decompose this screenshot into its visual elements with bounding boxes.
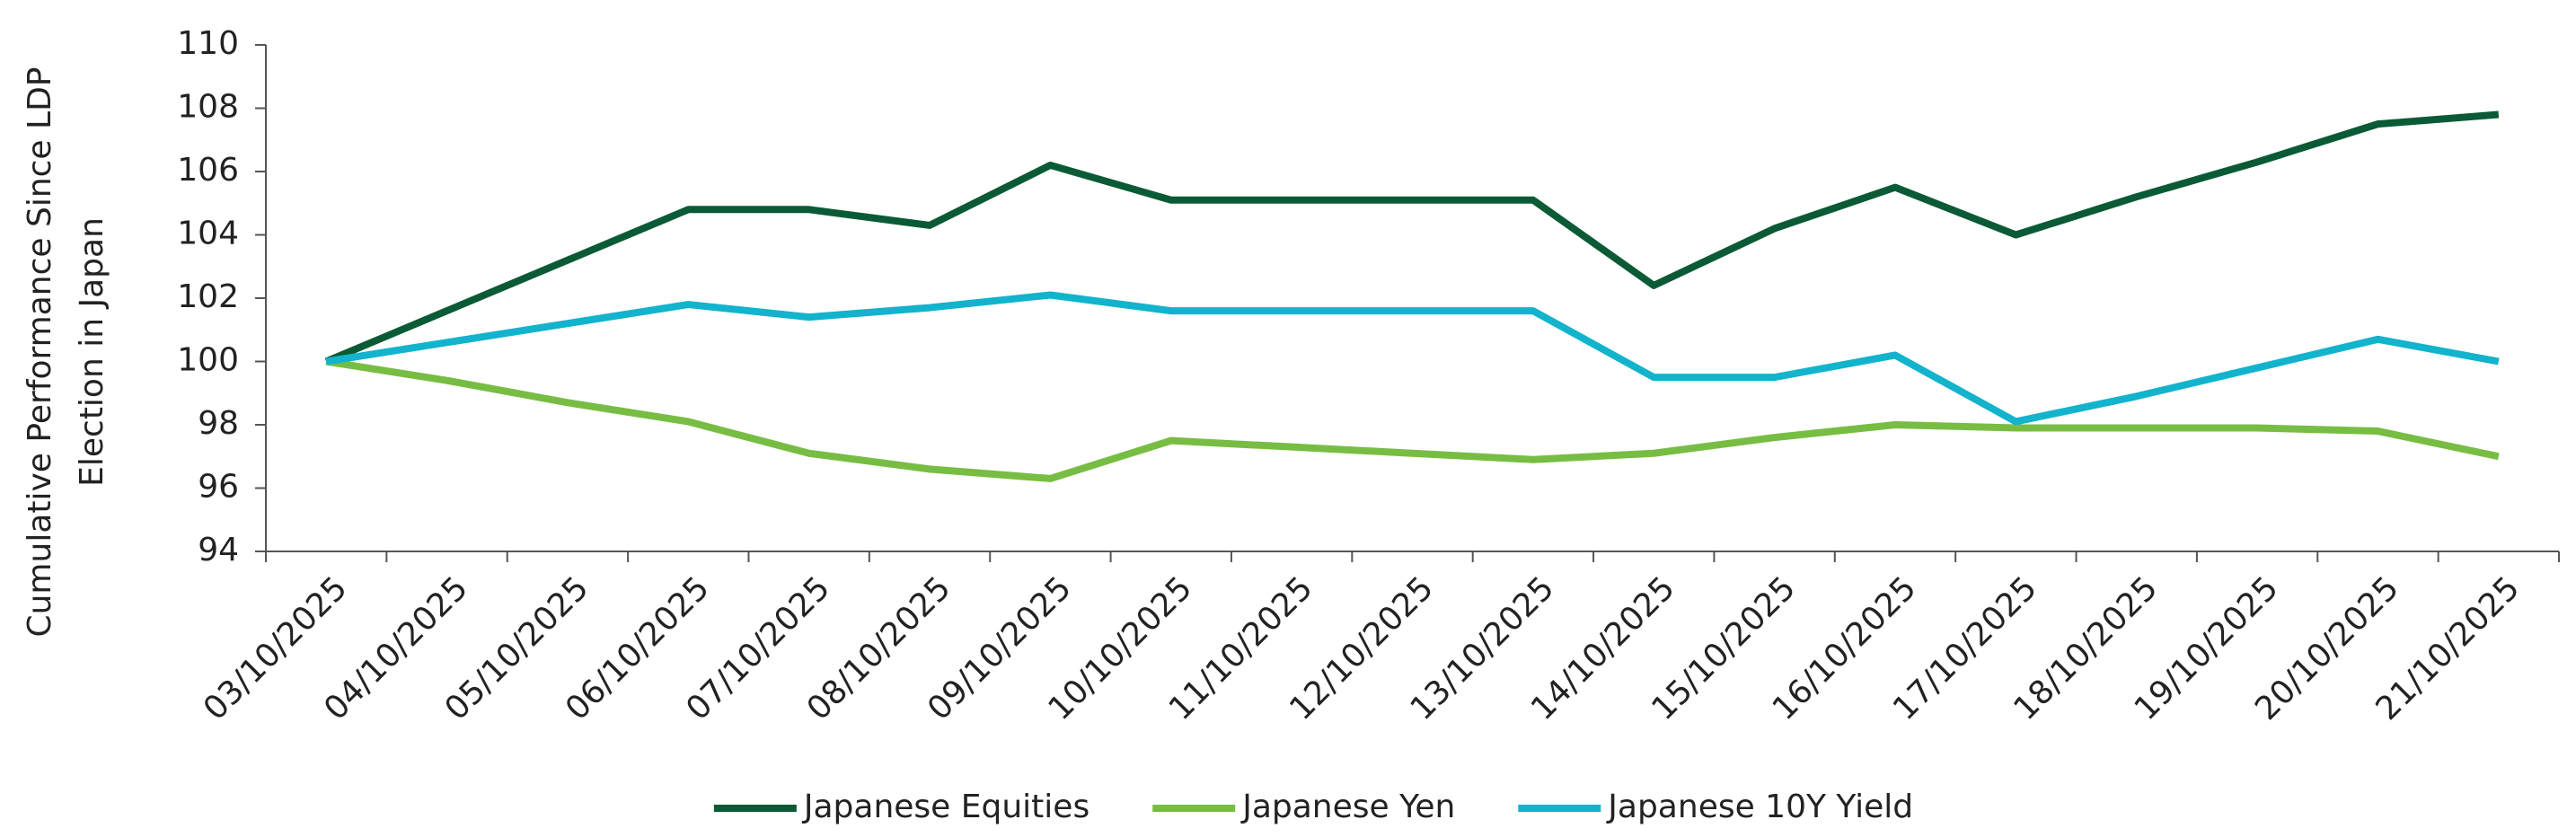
legend-label: Japanese Yen [1240,789,1455,825]
series-line [325,357,2500,482]
y-tick-label: 110 [177,25,239,62]
y-tick-label: 102 [177,278,239,315]
series-line [324,110,2500,366]
series-line [325,291,2500,426]
y-tick-label: 108 [177,89,239,126]
y-tick-label: 96 [198,469,239,506]
y-tick-label: 94 [198,532,239,568]
y-axis-label: Election in Japan [74,217,110,487]
y-axis-label: Cumulative Performance Since LDP [22,66,58,637]
y-tick-label: 104 [177,216,239,252]
y-tick-label: 106 [177,152,239,189]
y-tick-label: 100 [177,342,239,379]
y-tick-label: 98 [198,405,239,442]
legend-label: Japanese Equities [802,789,1090,825]
legend-label: Japanese 10Y Yield [1606,789,1913,825]
